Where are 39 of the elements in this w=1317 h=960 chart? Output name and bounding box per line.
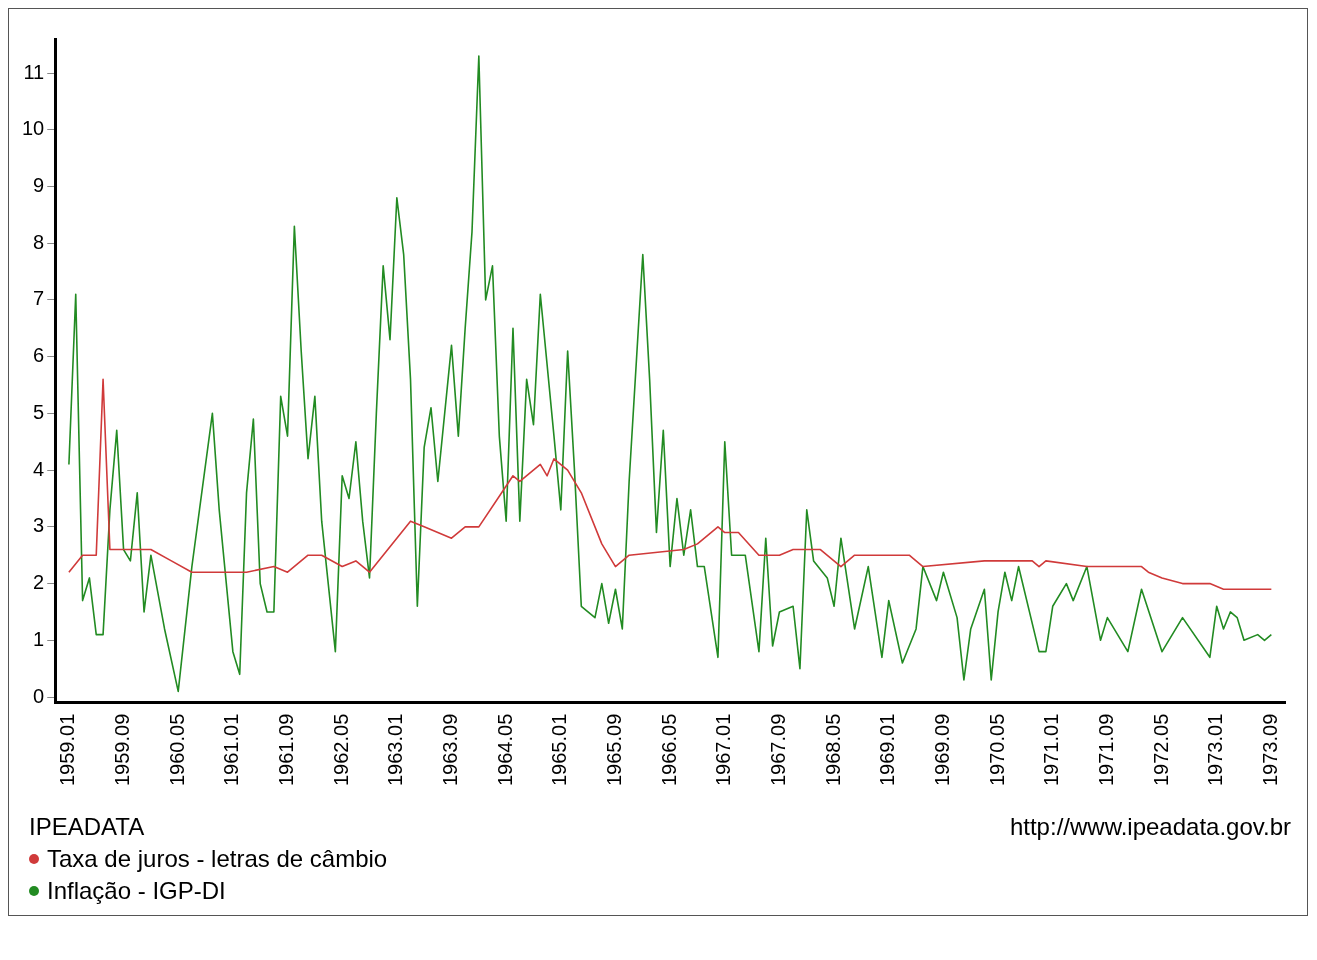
x-tick-label: 1963.09	[439, 713, 462, 786]
y-tick-label: 8	[33, 230, 45, 253]
y-tick-label: 1	[33, 627, 45, 650]
x-tick-label: 1970.05	[985, 713, 1008, 786]
y-tick-label: 10	[22, 117, 45, 140]
y-tick-label: 3	[33, 514, 45, 537]
y-tick-label: 4	[33, 457, 45, 480]
x-tick-label: 1967.01	[712, 713, 735, 786]
y-tick-label: 2	[33, 571, 45, 594]
x-tick-label: 1971.01	[1040, 713, 1063, 786]
x-tick-label: 1959.01	[56, 713, 79, 786]
text: http://www.ipeadata.gov.br	[1009, 812, 1291, 842]
x-tick-label: 1959.09	[111, 713, 134, 786]
x-tick-label: 1966.05	[657, 713, 680, 786]
x-tick-label: 1963.01	[384, 713, 407, 786]
x-tick-label: 1973.01	[1204, 713, 1227, 786]
x-tick-label: 1972.05	[1149, 713, 1172, 786]
y-tick-label: 5	[33, 400, 45, 423]
legend-label: Taxa de juros - letras de câmbio	[47, 844, 388, 874]
x-tick-label: 1969.09	[930, 713, 953, 786]
x-tick-label: 1961.01	[220, 713, 243, 786]
x-tick-label: 1961.09	[275, 713, 298, 786]
x-tick-label: 1967.09	[766, 713, 789, 786]
x-tick-label: 1969.01	[876, 713, 899, 786]
y-tick-label: 6	[33, 344, 45, 367]
x-tick-label: 1968.05	[821, 713, 844, 786]
x-tick-label: 1965.09	[602, 713, 625, 786]
y-tick-label: 11	[23, 60, 45, 83]
legend-label: Inflação - IGP-DI	[47, 876, 226, 906]
x-tick-label: 1965.01	[548, 713, 571, 786]
y-tick-label: 9	[33, 174, 45, 197]
x-tick-label: 1973.09	[1258, 713, 1281, 786]
y-tick-label: 7	[33, 287, 45, 310]
x-tick-label: 1971.09	[1094, 713, 1117, 786]
x-tick-label: 1962.05	[329, 713, 352, 786]
x-tick-label: 1960.05	[165, 713, 188, 786]
x-tick-label: 1964.05	[493, 713, 516, 786]
text: IPEADATA	[29, 812, 146, 842]
y-tick-label: 0	[33, 684, 45, 707]
